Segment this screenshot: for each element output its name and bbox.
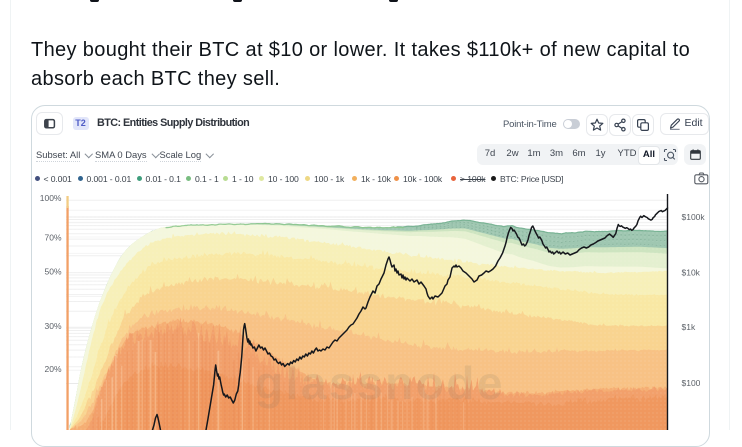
svg-text:70%: 70% (44, 233, 61, 243)
svg-text:glassnode: glassnode (255, 357, 505, 409)
svg-text:50%: 50% (44, 267, 61, 277)
svg-text:$1k: $1k (682, 322, 696, 332)
svg-text:$10k: $10k (682, 268, 701, 278)
svg-text:20%: 20% (44, 364, 61, 374)
svg-text:$100k: $100k (682, 212, 706, 222)
svg-text:$100: $100 (682, 378, 701, 388)
svg-text:30%: 30% (44, 321, 61, 331)
svg-text:100%: 100% (40, 193, 62, 203)
